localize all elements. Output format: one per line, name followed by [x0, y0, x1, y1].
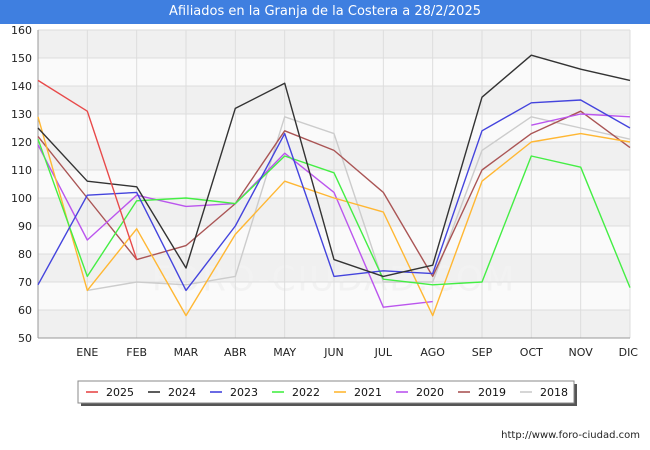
legend-label-2020: 2020 [416, 386, 444, 399]
y-tick-label: 140 [11, 80, 32, 93]
x-tick-label: NOV [569, 346, 594, 359]
chart-title: Afiliados en la Granja de la Costera a 2… [0, 0, 650, 24]
y-tick-label: 130 [11, 108, 32, 121]
x-tick-label: MAR [174, 346, 199, 359]
legend-label-2024: 2024 [168, 386, 196, 399]
y-tick-label: 120 [11, 136, 32, 149]
y-tick-label: 70 [18, 276, 32, 289]
legend-label-2021: 2021 [354, 386, 382, 399]
x-tick-label: ENE [76, 346, 98, 359]
legend-label-2018: 2018 [540, 386, 568, 399]
series-line-2024 [37, 54, 631, 278]
x-tick-label: ABR [224, 346, 247, 359]
x-tick-label: JUN [323, 346, 344, 359]
x-tick-label: JUL [374, 346, 393, 359]
axes: 50 60 70 80 90 100 110 120 130 140 150 160 ENE FEB MAR… [11, 24, 638, 359]
series-line-2025 [37, 79, 138, 260]
x-tick-label: FEB [126, 346, 147, 359]
series-lines [37, 54, 631, 317]
x-tick-label: MAY [273, 346, 296, 359]
y-tick-label: 150 [11, 52, 32, 65]
legend-label-2022: 2022 [292, 386, 320, 399]
watermark: FORO-CIUDAD.COM [152, 259, 516, 299]
y-tick-label: 160 [11, 24, 32, 37]
x-tick-label: SEP [472, 346, 493, 359]
legend: 2025 2024 2023 2022 2021 2020 2019 2018 [77, 380, 577, 406]
legend-label-2023: 2023 [230, 386, 258, 399]
x-tick-label: DIC [619, 346, 639, 359]
legend-box [77, 380, 575, 404]
source-url: http://www.foro-ciudad.com [501, 430, 640, 441]
y-tick-label: 100 [11, 192, 32, 205]
series-line-2018 [87, 116, 631, 292]
series-line-2022 [37, 138, 631, 288]
legend-label-2025: 2025 [106, 386, 134, 399]
x-tick-label: AGO [420, 346, 445, 359]
y-tick-label: 80 [18, 248, 32, 261]
y-tick-label: 90 [18, 220, 32, 233]
y-tick-label: 50 [18, 332, 32, 345]
x-tick-label: OCT [520, 346, 543, 359]
y-tick-label: 110 [11, 164, 32, 177]
y-tick-label: 60 [18, 304, 32, 317]
series-line-2021 [37, 116, 631, 317]
legend-label-2019: 2019 [478, 386, 506, 399]
series-line-2023 [37, 99, 631, 292]
